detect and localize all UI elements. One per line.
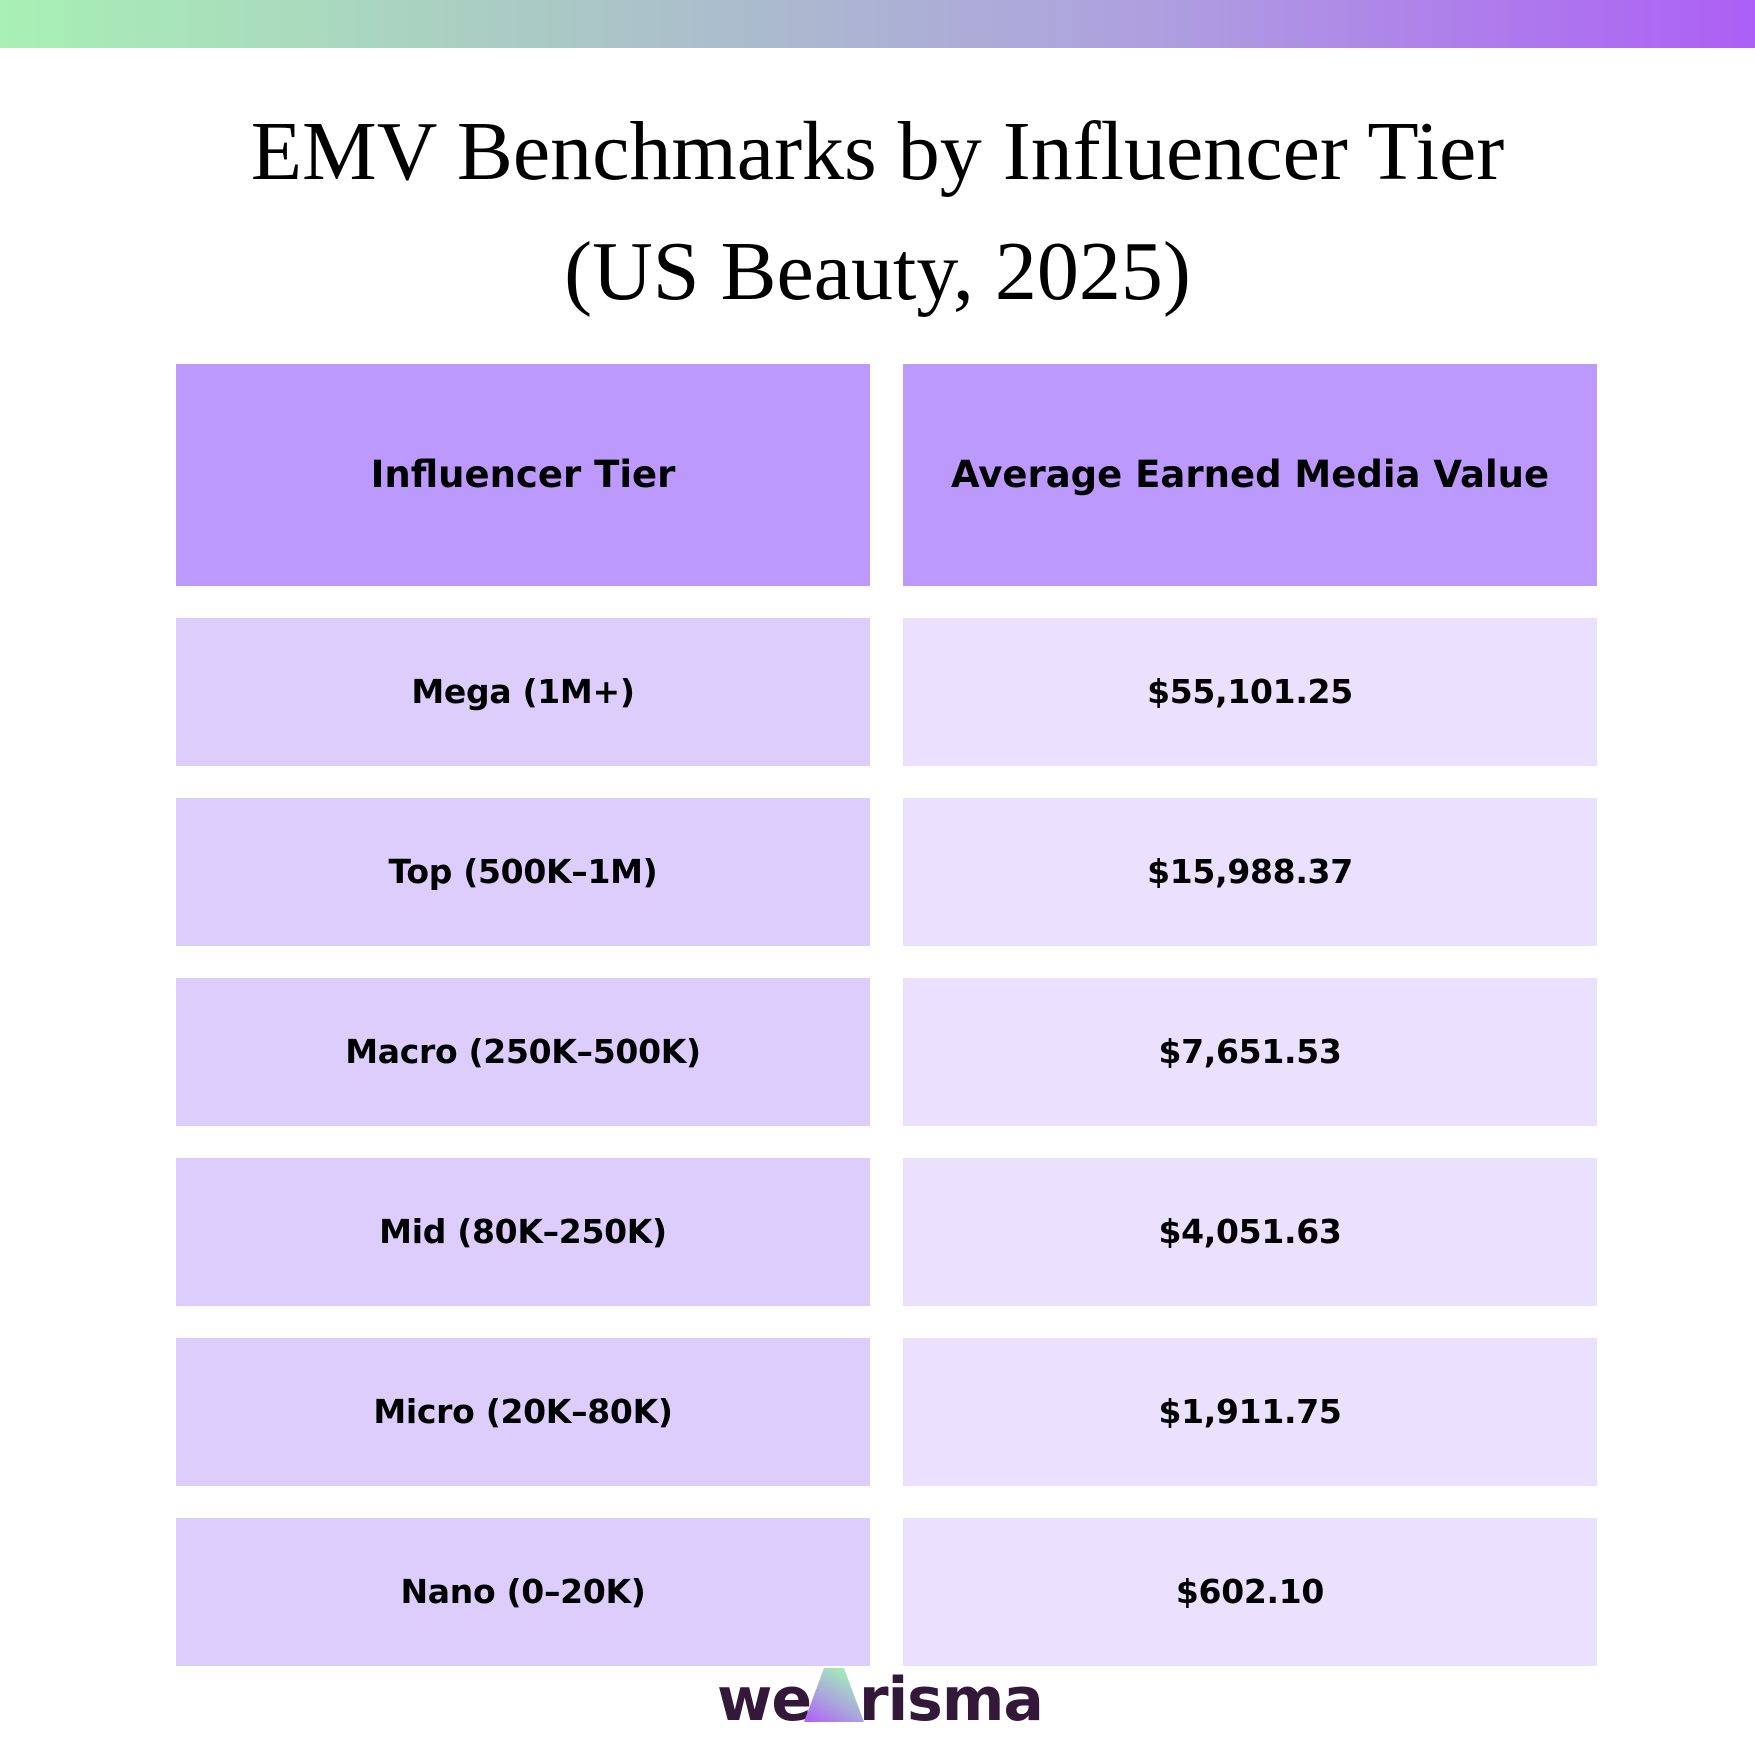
- table-row: Top (500K–1M) $15,988.37: [176, 798, 1597, 946]
- logo-text-prefix: we: [717, 1665, 812, 1735]
- page-title: EMV Benchmarks by Influencer Tier (US Be…: [0, 92, 1755, 332]
- emv-value: $55,101.25: [1147, 671, 1353, 711]
- value-cell: $55,101.25: [903, 618, 1597, 766]
- tier-label: Mid (80K–250K): [379, 1211, 667, 1251]
- title-line-1: EMV Benchmarks by Influencer Tier: [250, 105, 1505, 198]
- value-cell: $15,988.37: [903, 798, 1597, 946]
- tier-label: Mega (1M+): [411, 671, 635, 711]
- emv-value: $7,651.53: [1158, 1031, 1342, 1071]
- value-cell: $4,051.63: [903, 1158, 1597, 1306]
- table-row: Nano (0–20K) $602.10: [176, 1518, 1597, 1666]
- tier-label: Top (500K–1M): [388, 851, 658, 891]
- table-row: Micro (20K–80K) $1,911.75: [176, 1338, 1597, 1486]
- wearisma-logo: we risma: [717, 1664, 1047, 1734]
- tier-label: Macro (250K–500K): [345, 1031, 701, 1071]
- tier-cell: Mid (80K–250K): [176, 1158, 870, 1306]
- tier-label: Nano (0–20K): [400, 1571, 646, 1611]
- emv-value: $4,051.63: [1158, 1211, 1342, 1251]
- emv-table: Influencer Tier Average Earned Media Val…: [176, 364, 1597, 1698]
- tier-cell: Micro (20K–80K): [176, 1338, 870, 1486]
- tier-cell: Nano (0–20K): [176, 1518, 870, 1666]
- tier-cell: Macro (250K–500K): [176, 978, 870, 1126]
- table-row: Mid (80K–250K) $4,051.63: [176, 1158, 1597, 1306]
- table-header-row: Influencer Tier Average Earned Media Val…: [176, 364, 1597, 586]
- table-row: Mega (1M+) $55,101.25: [176, 618, 1597, 766]
- header-influencer-tier: Influencer Tier: [176, 364, 870, 586]
- value-cell: $1,911.75: [903, 1338, 1597, 1486]
- emv-value: $15,988.37: [1147, 851, 1353, 891]
- value-cell: $602.10: [903, 1518, 1597, 1666]
- emv-value: $1,911.75: [1158, 1391, 1342, 1431]
- logo-triangle-icon: [804, 1668, 864, 1722]
- table-row: Macro (250K–500K) $7,651.53: [176, 978, 1597, 1126]
- header-average-emv: Average Earned Media Value: [903, 364, 1597, 586]
- tier-label: Micro (20K–80K): [373, 1391, 673, 1431]
- tier-cell: Top (500K–1M): [176, 798, 870, 946]
- logo-text-suffix: risma: [859, 1665, 1044, 1735]
- emv-value: $602.10: [1175, 1571, 1325, 1611]
- gradient-banner: [0, 0, 1755, 48]
- value-cell: $7,651.53: [903, 978, 1597, 1126]
- tier-cell: Mega (1M+): [176, 618, 870, 766]
- title-line-2: (US Beauty, 2025): [564, 225, 1191, 318]
